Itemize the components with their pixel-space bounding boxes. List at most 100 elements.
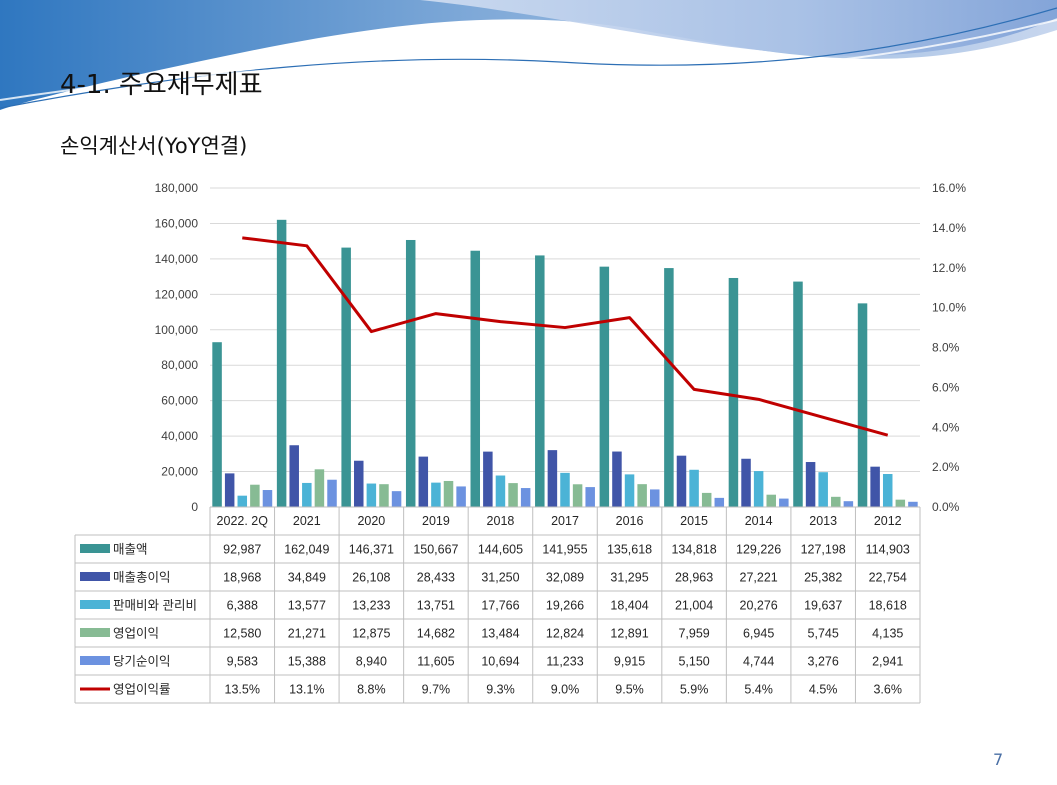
- y-left-tick-label: 80,000: [161, 358, 198, 372]
- bar: [483, 451, 493, 507]
- bar: [289, 445, 299, 507]
- data-label: 21,271: [288, 627, 326, 641]
- data-label: 19,266: [546, 599, 584, 613]
- category-label: 2019: [422, 514, 450, 528]
- data-label: 9.3%: [486, 683, 515, 697]
- data-label: 4.5%: [809, 683, 838, 697]
- y-right-tick-label: 10.0%: [932, 301, 966, 315]
- data-label: 5.4%: [744, 683, 773, 697]
- data-label: 34,849: [288, 571, 326, 585]
- data-label: 18,404: [610, 599, 648, 613]
- bar: [805, 462, 816, 507]
- bar: [314, 469, 325, 507]
- legend-key: [80, 544, 110, 553]
- data-label: 2,941: [872, 655, 903, 669]
- bar: [379, 484, 389, 507]
- data-label: 134,818: [671, 543, 716, 557]
- data-label: 13,577: [288, 599, 326, 613]
- y-left-tick-label: 0: [191, 500, 198, 514]
- bar: [456, 486, 466, 507]
- data-label: 28,963: [675, 571, 713, 585]
- bar: [212, 342, 222, 507]
- category-label: 2017: [551, 514, 579, 528]
- bar: [418, 456, 429, 507]
- operating-margin-line: [242, 236, 889, 437]
- y-left-tick-label: 160,000: [155, 216, 199, 230]
- bar: [753, 471, 764, 507]
- slide-subheading: 손익계산서(YoY연결): [60, 134, 248, 158]
- bar: [366, 483, 377, 507]
- data-label: 129,226: [736, 543, 781, 557]
- y-left-tick-label: 120,000: [155, 287, 199, 301]
- y-left-tick-label: 180,000: [155, 181, 199, 195]
- y-left-tick-label: 40,000: [161, 429, 198, 443]
- bar: [612, 451, 622, 507]
- data-label: 9.7%: [422, 683, 451, 697]
- bars-layer: [212, 219, 918, 508]
- bar: [520, 488, 531, 507]
- bar: [276, 219, 287, 507]
- bar: [391, 491, 402, 507]
- bar: [354, 460, 364, 507]
- legend-label: 판매비와 관리비: [113, 599, 197, 613]
- bar: [250, 484, 260, 507]
- data-label: 9.5%: [615, 683, 644, 697]
- legend-label: 매출액: [113, 543, 148, 557]
- bar: [535, 255, 545, 507]
- data-label: 32,089: [546, 571, 584, 585]
- data-label: 28,433: [417, 571, 455, 585]
- bar: [470, 250, 481, 508]
- category-label: 2015: [680, 514, 708, 528]
- data-label: 4,744: [743, 655, 774, 669]
- data-label: 14,682: [417, 627, 455, 641]
- data-label: 12,875: [352, 627, 390, 641]
- data-label: 3.6%: [873, 683, 902, 697]
- grid-layer: [210, 187, 920, 508]
- bar: [857, 303, 868, 507]
- data-label: 7,959: [678, 627, 709, 641]
- data-label: 11,233: [546, 655, 583, 669]
- legend-label: 당기순이익: [113, 655, 171, 669]
- bar: [818, 472, 828, 507]
- data-label: 8,940: [356, 655, 387, 669]
- data-label: 19,637: [804, 599, 842, 613]
- bar: [728, 277, 739, 507]
- bar: [676, 455, 687, 507]
- data-label: 18,968: [223, 571, 261, 585]
- data-label: 8.8%: [357, 683, 386, 697]
- bar: [599, 266, 610, 507]
- bar: [895, 499, 906, 507]
- legend-label: 영업이익: [113, 627, 159, 641]
- category-label: 2018: [487, 514, 515, 528]
- bar: [741, 458, 751, 507]
- bar: [585, 487, 595, 507]
- data-label: 12,891: [610, 627, 648, 641]
- legend-label: 영업이익률: [113, 683, 171, 697]
- bar: [224, 473, 235, 507]
- y-right-tick-label: 4.0%: [932, 420, 960, 434]
- category-label: 2012: [874, 514, 902, 528]
- legend-label: 매출총이익: [113, 571, 171, 585]
- bar: [508, 483, 518, 507]
- data-label: 20,276: [740, 599, 778, 613]
- data-label: 10,694: [481, 655, 519, 669]
- data-label: 141,955: [542, 543, 587, 557]
- bar: [572, 484, 583, 507]
- category-label: 2014: [745, 514, 773, 528]
- bar: [262, 490, 273, 507]
- data-label: 13,233: [352, 599, 390, 613]
- bar: [714, 497, 725, 507]
- y-right-tick-label: 0.0%: [932, 500, 960, 514]
- data-label: 4,135: [872, 627, 903, 641]
- bar: [882, 474, 893, 507]
- data-label: 11,605: [417, 655, 454, 669]
- data-label: 13,751: [417, 599, 455, 613]
- data-table: 2022. 2Q 2021 2020 2019 2018 2017 2016 2015 2014…: [74, 506, 921, 704]
- bar: [701, 492, 712, 507]
- data-label: 150,667: [413, 543, 458, 557]
- bar: [689, 469, 699, 507]
- data-label: 13,484: [481, 627, 519, 641]
- bar: [779, 498, 789, 507]
- data-label: 6,388: [227, 599, 258, 613]
